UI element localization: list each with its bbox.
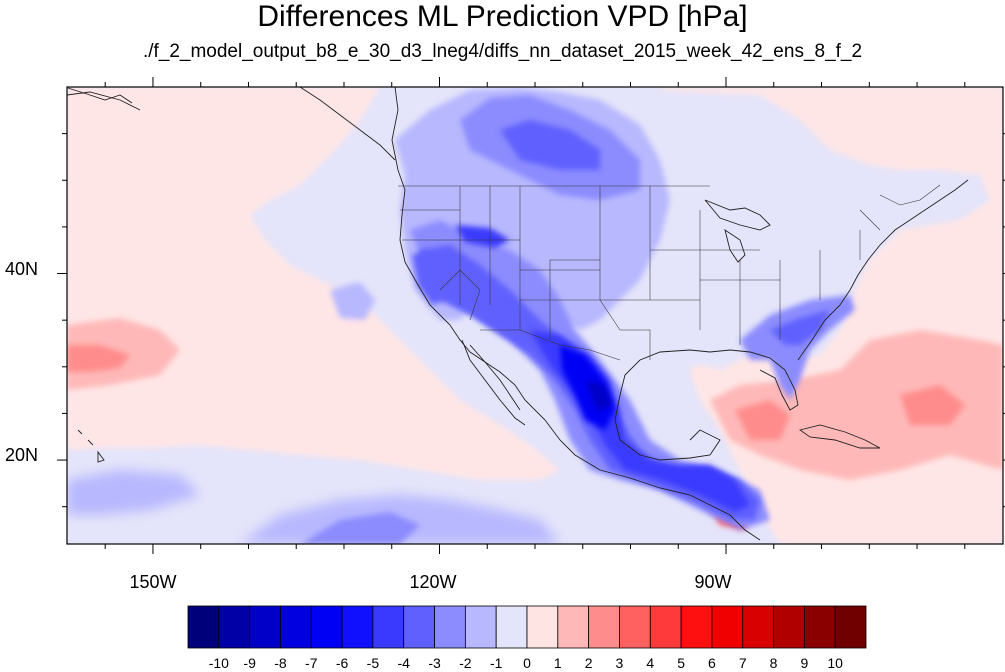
- map-field: [67, 87, 1003, 544]
- plot-subtitle: ./f_2_model_output_b8_e_30_d3_lneg4/diff…: [142, 41, 863, 62]
- colorbar-box: [310, 605, 343, 649]
- field-atlantic-positive-core: [900, 385, 965, 425]
- field-mexico-negative-deepest: [585, 380, 612, 412]
- colorbar-label: -1: [490, 655, 503, 671]
- colorbar-box: [588, 605, 620, 649]
- colorbar-box: [773, 605, 805, 649]
- colorbar-box: [403, 605, 435, 649]
- colorbar-label: 2: [585, 655, 593, 671]
- field-southeast-negative: [740, 295, 855, 400]
- colorbar-label: -5: [367, 655, 380, 671]
- field-pacific-blob: [330, 282, 375, 320]
- lon-label-150w: 150W: [129, 572, 176, 592]
- colorbar-label: 5: [677, 655, 685, 671]
- field-westpac-negative: [67, 470, 200, 515]
- field-caribbean-positive: [710, 330, 1003, 480]
- colorbar-box: [249, 605, 281, 649]
- colorbar-label: -3: [428, 655, 441, 671]
- field-southeast-negative-core: [770, 310, 830, 345]
- colorbar-label: -8: [274, 655, 287, 671]
- lon-label-120w: 120W: [409, 572, 456, 592]
- colorbar-label: 3: [616, 655, 624, 671]
- colorbar-label: -2: [459, 655, 472, 671]
- colorbar-label: 8: [770, 655, 778, 671]
- colorbar-label: -10: [209, 655, 229, 671]
- lon-axis-labels: 150W 120W 90W: [129, 572, 731, 592]
- colorbar-box: [711, 605, 744, 649]
- map-state-borders: [398, 184, 941, 361]
- plot-title: Differences ML Prediction VPD [hPa]: [257, 0, 748, 33]
- colorbar-box: [372, 605, 405, 649]
- colorbar-label: 6: [708, 655, 716, 671]
- field-pacific-positive: [67, 87, 560, 480]
- colorbar-box: [434, 605, 466, 649]
- colorbar-box: [557, 605, 590, 649]
- colorbar-box: [649, 605, 682, 649]
- lat-label-40n: 40N: [5, 259, 38, 279]
- field-canada-negative-core: [500, 120, 600, 170]
- colorbar-box: [495, 605, 528, 649]
- field-epac-negative-core: [300, 512, 420, 544]
- field-hawaii-positive-core: [67, 345, 130, 372]
- colorbar-box: [464, 605, 497, 649]
- colorbar-label: 10: [827, 655, 843, 671]
- colorbar-box: [619, 605, 651, 649]
- field-caribbean-positive-core: [735, 400, 790, 440]
- lon-label-90w: 90W: [694, 572, 731, 592]
- colorbar-label: 4: [646, 655, 654, 671]
- colorbar-box: [187, 605, 220, 649]
- colorbar-box: [526, 605, 559, 649]
- map-ticks: [57, 77, 1005, 554]
- colorbar-label: 1: [554, 655, 562, 671]
- colorbar-box: [742, 605, 774, 649]
- field-eastus-negative: [640, 90, 990, 370]
- colorbar-box: [680, 605, 713, 649]
- colorbar-box: [341, 605, 374, 649]
- lat-label-20n: 20N: [5, 445, 38, 465]
- colorbar: -10 -9 -8 -7 -6 -5 -4 -3 -2 -1 0 1 2 3 4 5 6 7 8 9 10: [187, 605, 867, 671]
- field-ca-negative: [412, 250, 445, 305]
- colorbar-label: -9: [243, 655, 256, 671]
- colorbar-label: -7: [305, 655, 318, 671]
- colorbar-box: [218, 605, 251, 649]
- field-idaho-negative: [455, 225, 510, 248]
- colorbar-box: [803, 605, 836, 649]
- lat-axis-labels: 40N 20N: [5, 259, 38, 465]
- colorbar-box: [834, 605, 867, 649]
- colorbar-label: 9: [800, 655, 808, 671]
- colorbar-box: [280, 605, 312, 649]
- colorbar-label: 7: [739, 655, 747, 671]
- colorbar-label: 0: [523, 655, 531, 671]
- colorbar-label: -4: [398, 655, 411, 671]
- colorbar-label: -6: [336, 655, 349, 671]
